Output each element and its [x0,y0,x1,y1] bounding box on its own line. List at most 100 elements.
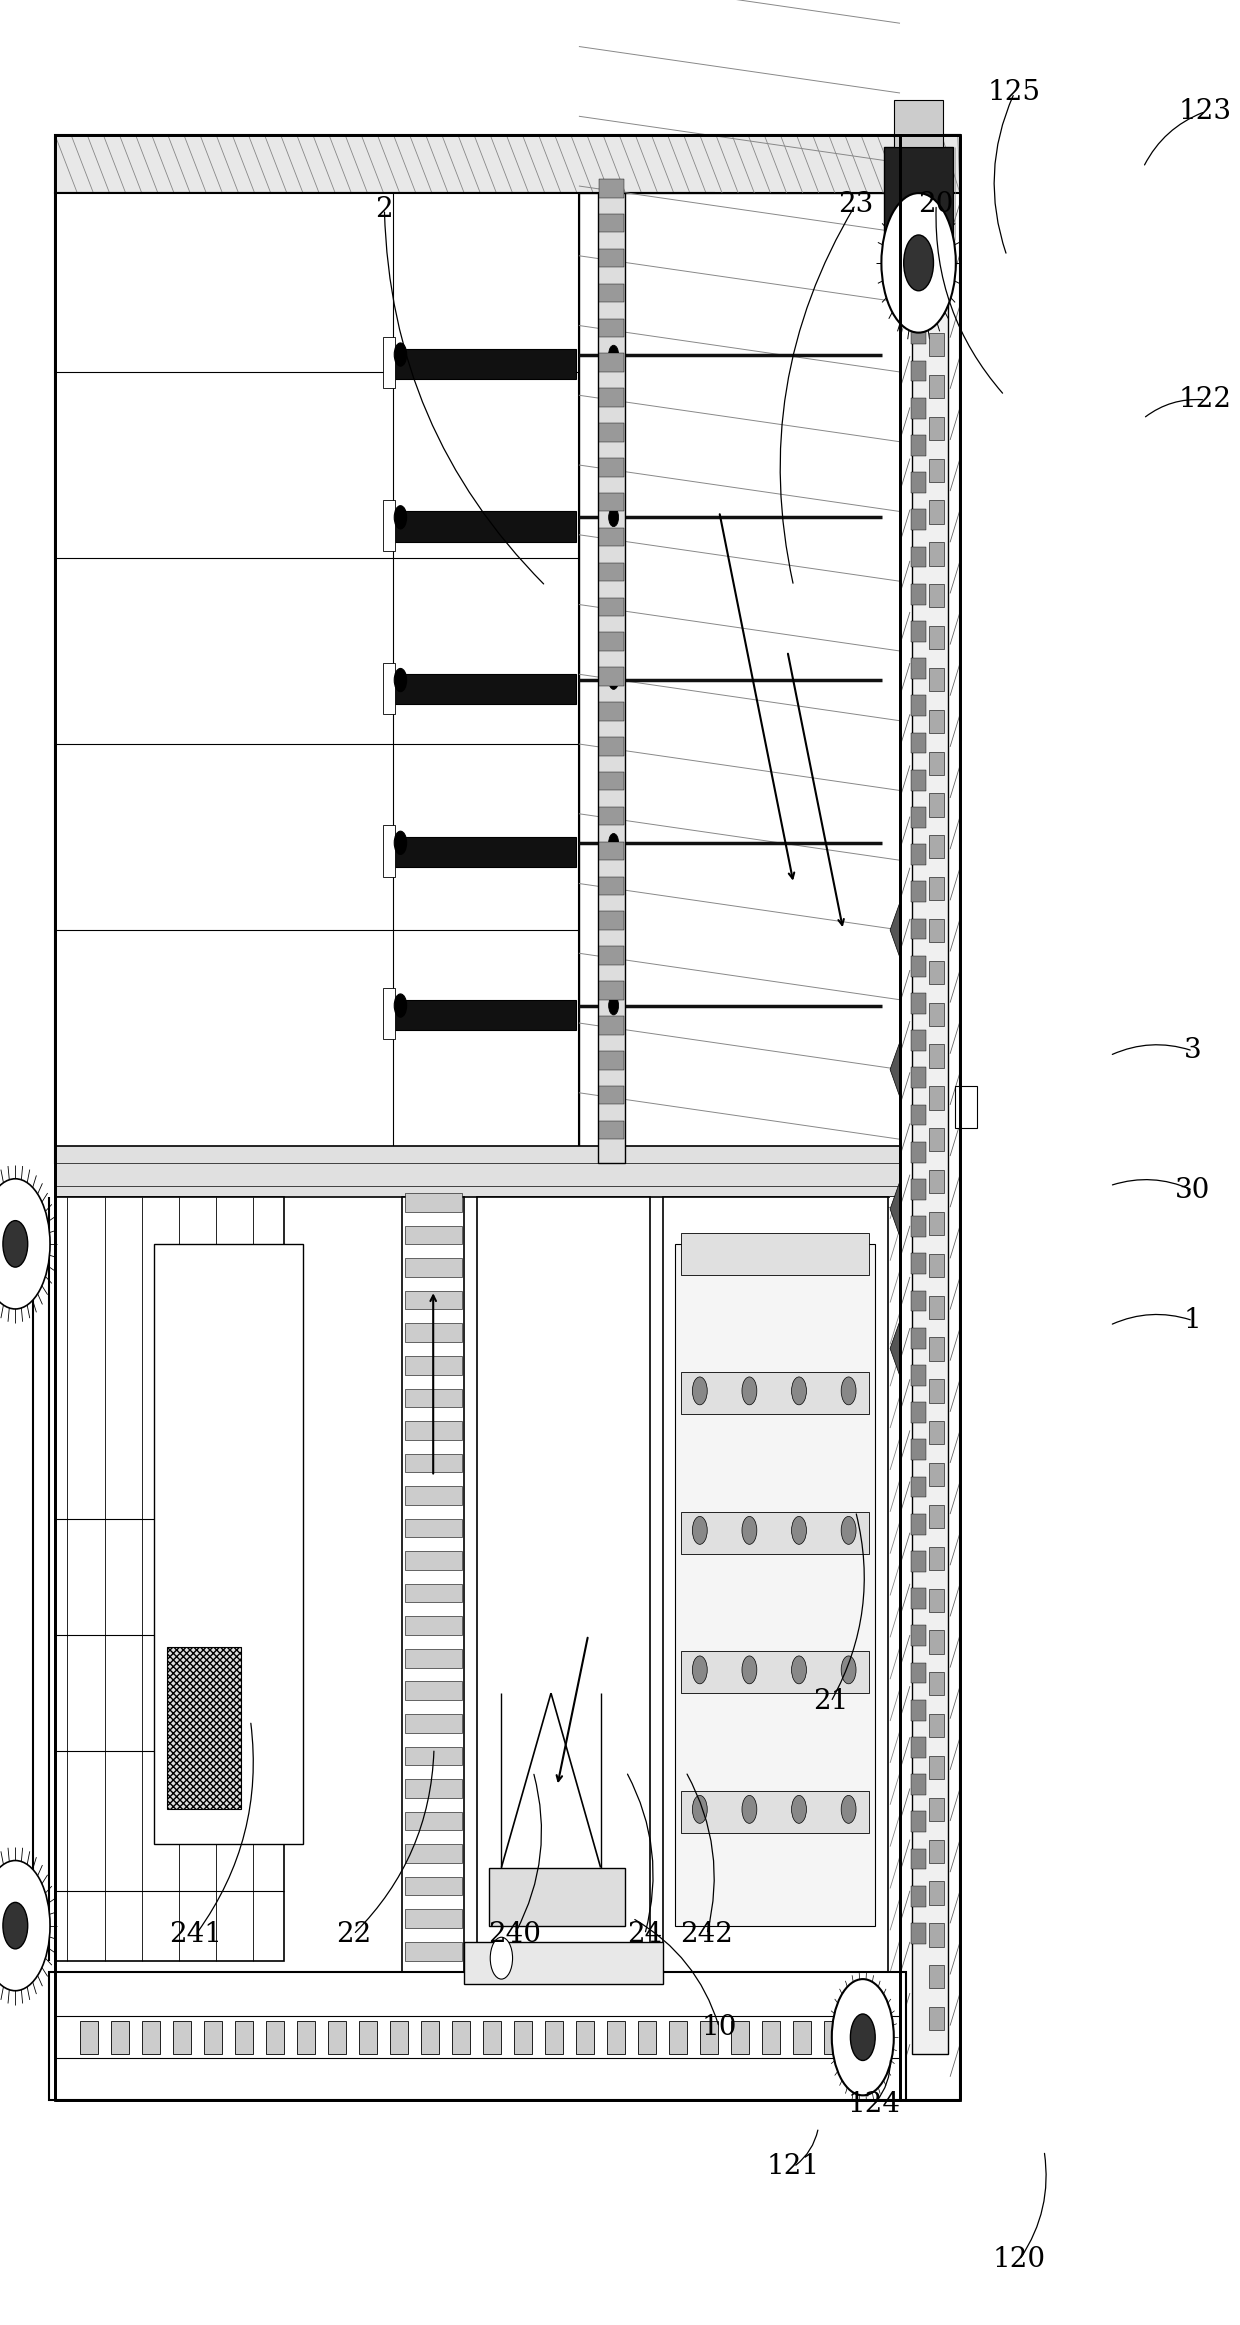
Bar [929,1462,944,1486]
Circle shape [394,995,407,1018]
Bar [404,1551,461,1569]
Bar [929,1253,944,1276]
Circle shape [692,1655,707,1683]
Text: 124: 124 [848,2090,900,2118]
Bar [404,1355,461,1374]
Bar [544,2020,563,2053]
Bar [929,751,944,774]
Bar [404,1225,461,1244]
Circle shape [692,1516,707,1544]
Circle shape [394,507,407,530]
Bar [489,1867,625,1925]
Text: 242: 242 [681,1920,733,1948]
Text: 125: 125 [988,79,1040,107]
Circle shape [742,1655,756,1683]
Bar [929,1546,944,1569]
Bar [911,1290,926,1311]
Text: 24: 24 [627,1920,662,1948]
Bar [599,702,624,721]
Text: 23: 23 [838,191,873,219]
Circle shape [609,672,619,691]
Bar [911,621,926,642]
Circle shape [851,2013,875,2060]
Bar [396,674,577,704]
Text: 120: 120 [993,2246,1045,2274]
Bar [911,993,926,1014]
Circle shape [2,1902,27,1948]
Bar [599,353,624,372]
Text: 10: 10 [702,2013,737,2041]
Bar [404,1714,461,1732]
Bar [911,1476,926,1497]
Bar [929,584,944,607]
Bar [402,1197,464,1972]
Bar [911,1774,926,1795]
Bar [404,1779,461,1797]
Bar [929,918,944,942]
Bar [929,667,944,691]
Bar [383,825,396,877]
Bar [929,1295,944,1318]
Bar [913,181,947,2053]
Circle shape [609,997,619,1016]
Polygon shape [890,1042,900,1097]
Bar [929,1379,944,1402]
Bar [929,1630,944,1653]
Circle shape [692,1795,707,1823]
Bar [598,193,625,1162]
Bar [513,2020,532,2053]
Bar [599,1121,624,1139]
Bar [911,323,926,344]
Bar [404,1941,461,1960]
Bar [911,956,926,976]
Bar [929,835,944,858]
Bar [141,2020,160,2053]
Bar [929,1797,944,1820]
Bar [675,1244,875,1925]
Bar [599,493,624,512]
Bar [929,1672,944,1695]
Bar [884,146,954,239]
Bar [599,598,624,616]
Bar [929,500,944,523]
Bar [911,546,926,567]
Text: 21: 21 [813,1688,848,1716]
Text: 241: 241 [170,1920,222,1948]
Circle shape [609,832,619,851]
Bar [929,960,944,983]
Circle shape [0,1860,50,1990]
Bar [911,770,926,791]
Bar [383,337,396,388]
Bar [599,563,624,581]
Bar [911,1514,926,1534]
Bar [911,1886,926,1906]
Bar [420,2020,439,2053]
Text: 122: 122 [1179,386,1231,414]
Bar [451,2020,470,2053]
Bar [929,374,944,398]
Bar [911,807,926,828]
Bar [911,1625,926,1646]
Bar [599,284,624,302]
Polygon shape [890,1321,900,1376]
Bar [911,360,926,381]
Bar [389,2020,408,2053]
Bar [396,512,577,542]
Bar [404,1844,461,1862]
Bar [929,1337,944,1360]
Bar [599,737,624,756]
Bar [929,458,944,481]
Circle shape [791,1655,806,1683]
Bar [730,2020,749,2053]
Bar [404,1290,461,1309]
Bar [383,663,396,714]
Polygon shape [890,902,900,958]
Circle shape [742,1516,756,1544]
Bar [296,2020,315,2053]
Bar [396,349,577,379]
Circle shape [791,1376,806,1404]
Bar [911,1848,926,1869]
Circle shape [394,670,407,693]
Circle shape [609,507,619,528]
Bar [929,1923,944,1946]
